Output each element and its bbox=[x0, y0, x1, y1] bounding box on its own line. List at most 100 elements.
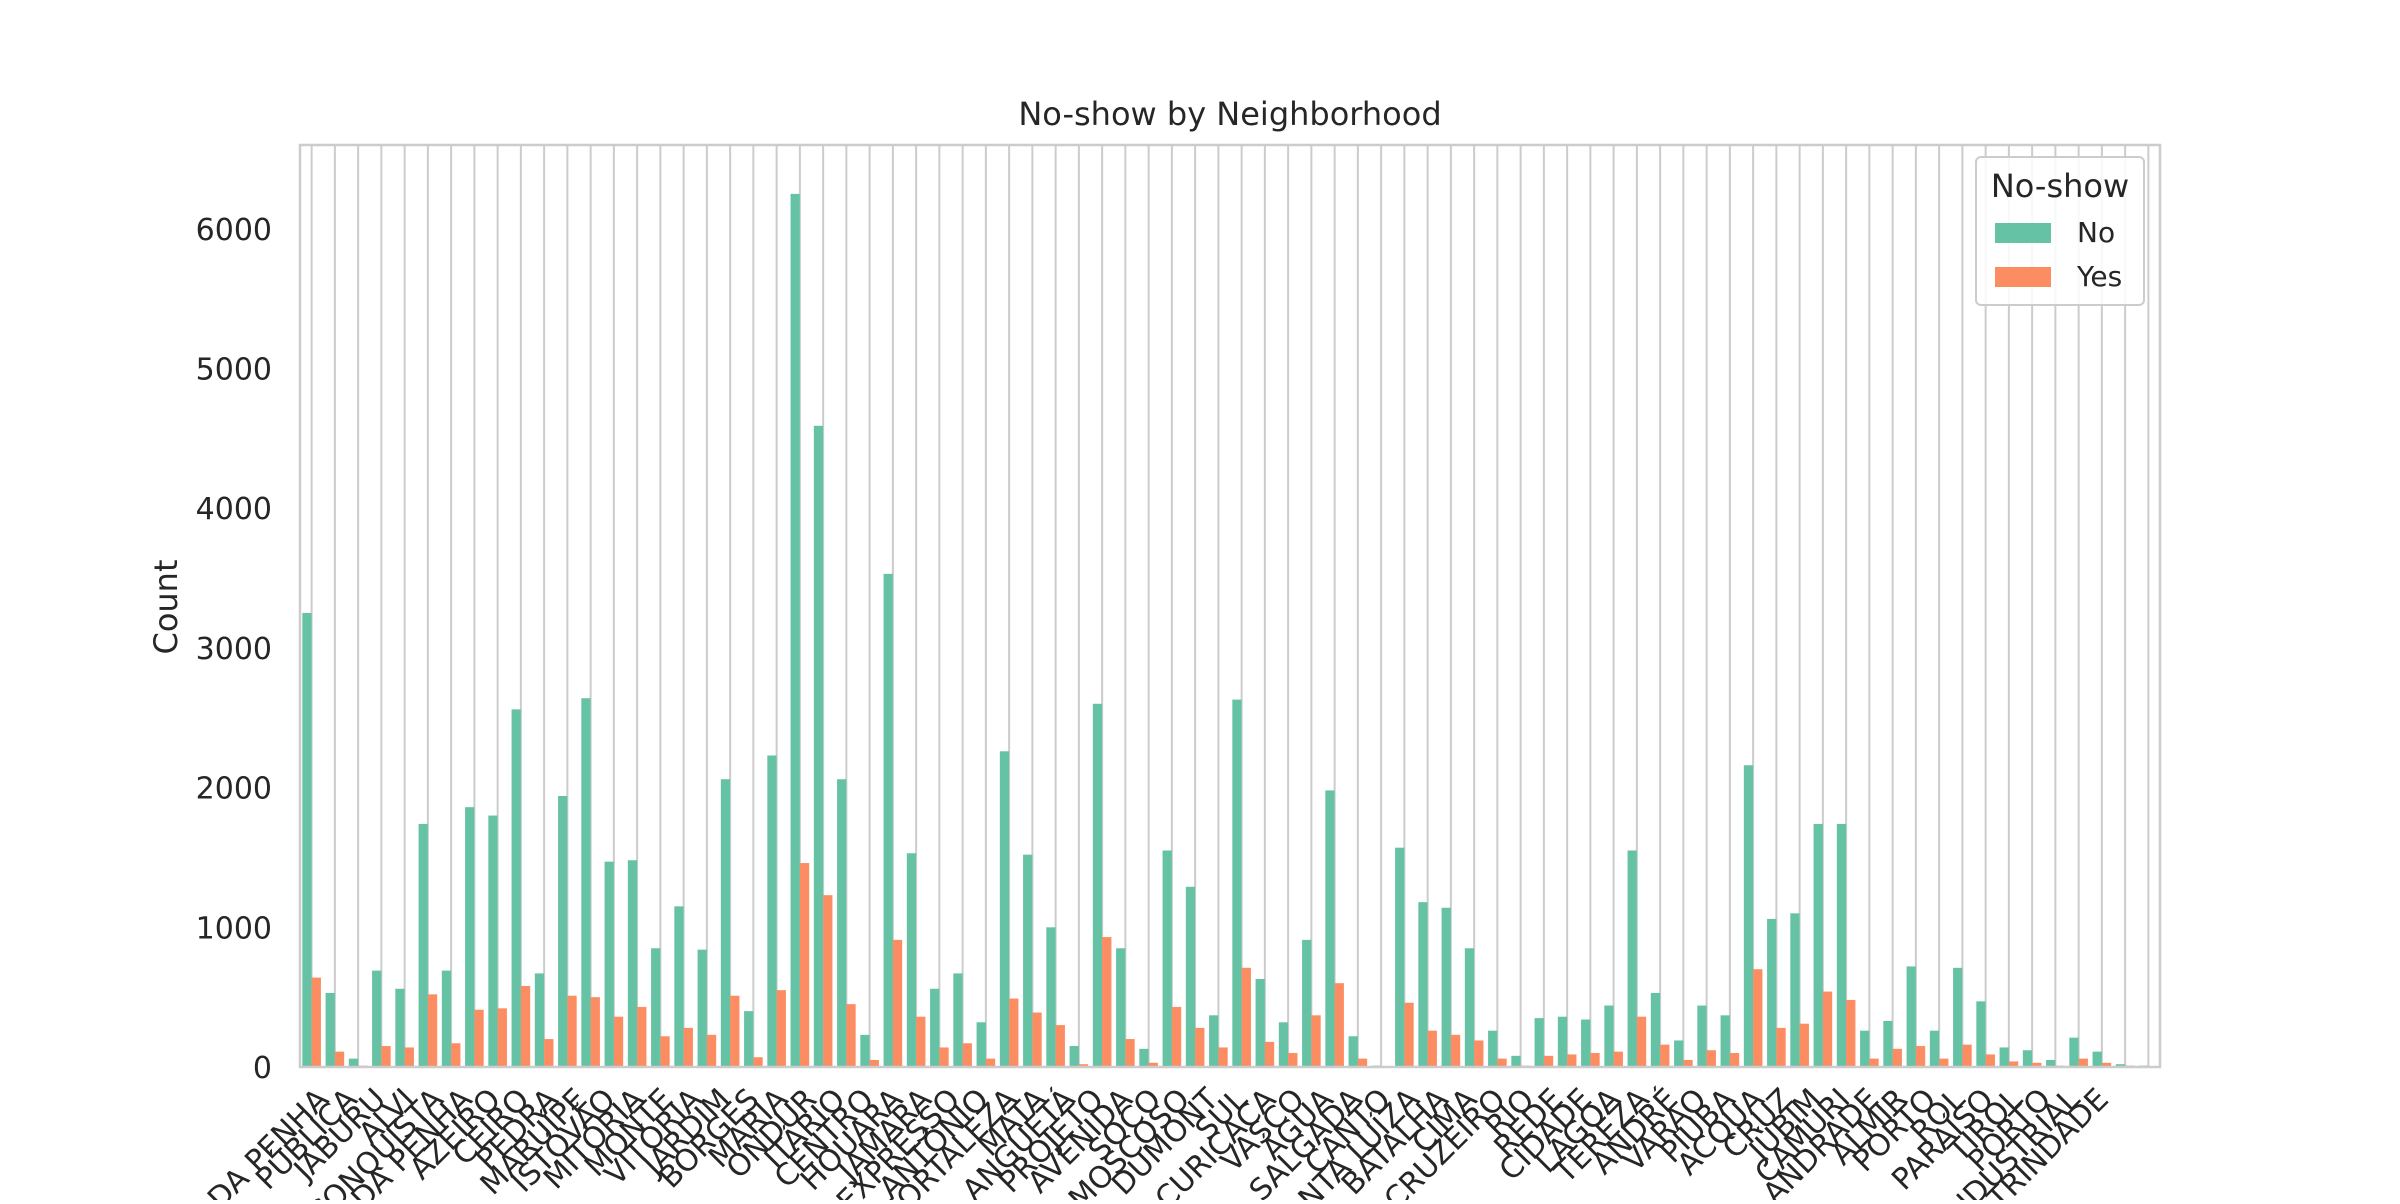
bar-no bbox=[395, 988, 405, 1067]
bar-no bbox=[697, 949, 707, 1067]
bar-yes bbox=[1125, 1039, 1135, 1067]
bar-yes bbox=[1776, 1027, 1786, 1067]
bar-yes bbox=[869, 1060, 879, 1067]
bar-no bbox=[1255, 978, 1265, 1067]
bar-no bbox=[1395, 847, 1405, 1067]
bar-no bbox=[906, 853, 917, 1067]
bar-no bbox=[2092, 1051, 2102, 1067]
bar-yes bbox=[567, 995, 577, 1067]
y-tick-label: 3000 bbox=[196, 632, 272, 667]
bar-yes bbox=[1148, 1062, 1158, 1067]
legend-swatch-yes bbox=[1995, 267, 2051, 287]
bar-yes bbox=[892, 939, 903, 1067]
bar-no bbox=[976, 1022, 986, 1067]
bar-no bbox=[1604, 1005, 1614, 1067]
bar-no bbox=[953, 973, 963, 1067]
bar-no bbox=[883, 573, 893, 1067]
bar-yes bbox=[1846, 999, 1856, 1067]
bar-no bbox=[790, 193, 800, 1068]
bar-yes bbox=[404, 1047, 414, 1067]
legend-title: No-show bbox=[1991, 167, 2129, 205]
bar-yes bbox=[916, 1016, 926, 1067]
bar-yes bbox=[1799, 1023, 1809, 1067]
bar-yes bbox=[1683, 1060, 1693, 1067]
bar-yes bbox=[1427, 1030, 1437, 1067]
bar-yes bbox=[1590, 1053, 1600, 1067]
bar-no bbox=[2069, 1037, 2079, 1067]
bar-yes bbox=[544, 1039, 554, 1067]
bar-yes bbox=[590, 997, 600, 1067]
bar-yes bbox=[1939, 1058, 1949, 1067]
bar-no bbox=[1209, 1015, 1219, 1067]
bar-yes bbox=[2032, 1062, 2042, 1067]
bar-yes bbox=[1404, 1002, 1414, 1067]
bar-no bbox=[1232, 699, 1242, 1067]
bar-no bbox=[1418, 902, 1428, 1067]
bar-no bbox=[930, 988, 940, 1067]
bar-no bbox=[511, 709, 521, 1067]
bar-yes bbox=[1218, 1047, 1228, 1067]
bar-yes bbox=[706, 1034, 717, 1067]
bar-yes bbox=[451, 1043, 461, 1067]
bar-no bbox=[465, 807, 475, 1067]
y-tick-label: 1000 bbox=[196, 911, 272, 946]
bar-no bbox=[837, 779, 847, 1067]
bar-no bbox=[627, 860, 638, 1067]
bar-no bbox=[1069, 1046, 1079, 1067]
bar-no bbox=[1302, 939, 1312, 1067]
bar-yes bbox=[1892, 1048, 1902, 1067]
bar-yes bbox=[962, 1043, 972, 1067]
bar-no bbox=[1627, 850, 1637, 1067]
bar-yes bbox=[1264, 1041, 1275, 1067]
bar-no bbox=[1464, 948, 1475, 1067]
bar-no bbox=[1046, 927, 1056, 1067]
bar-no bbox=[1441, 907, 1451, 1067]
bar-no bbox=[348, 1058, 359, 1067]
y-tick-label: 5000 bbox=[196, 353, 272, 388]
bar-yes bbox=[753, 1057, 763, 1067]
bar-yes bbox=[497, 1008, 507, 1067]
bar-yes bbox=[637, 1006, 647, 1067]
bar-no bbox=[674, 906, 684, 1067]
bar-no bbox=[372, 970, 382, 1067]
bar-yes bbox=[1985, 1054, 1995, 1067]
plot-frame bbox=[298, 143, 2162, 1069]
bar-yes bbox=[683, 1027, 693, 1067]
bar-no bbox=[1488, 1030, 1498, 1067]
bar-no bbox=[1581, 1019, 1591, 1067]
bar-no bbox=[1116, 948, 1126, 1067]
bar-no bbox=[1883, 1020, 1893, 1067]
bar-yes bbox=[1660, 1044, 1670, 1067]
y-axis-ticks: 0 1000 2000 3000 4000 5000 6000 bbox=[196, 213, 272, 1086]
bar-no bbox=[604, 861, 614, 1067]
bar-no bbox=[1185, 886, 1196, 1067]
bar-no bbox=[488, 815, 498, 1067]
bar-yes bbox=[1032, 1012, 1042, 1067]
bar-no bbox=[651, 948, 661, 1067]
bar-no bbox=[1650, 992, 1661, 1067]
bar-no bbox=[1790, 913, 1800, 1067]
bar-yes bbox=[2101, 1062, 2112, 1067]
bar-yes bbox=[1636, 1016, 1647, 1067]
y-tick-label: 0 bbox=[253, 1051, 272, 1086]
bar-no bbox=[1092, 703, 1103, 1067]
bar-no bbox=[1348, 1036, 1358, 1067]
bar-yes bbox=[1613, 1051, 1623, 1067]
bar-yes bbox=[1055, 1025, 1065, 1067]
bar-yes bbox=[1915, 1046, 1926, 1067]
bar-no bbox=[767, 755, 777, 1067]
bar-no bbox=[1023, 854, 1033, 1067]
bar-no bbox=[1767, 918, 1777, 1067]
bar-no bbox=[860, 1034, 870, 1067]
y-axis-label: Count bbox=[147, 559, 185, 654]
bar-yes bbox=[985, 1058, 996, 1067]
bar-yes bbox=[1171, 1006, 1182, 1067]
bar-yes bbox=[2078, 1058, 2088, 1067]
bar-no bbox=[720, 779, 731, 1067]
bar-no bbox=[1534, 1018, 1544, 1067]
bar-yes bbox=[1543, 1055, 1554, 1067]
bar-yes bbox=[1195, 1027, 1205, 1067]
bar-no bbox=[1720, 1015, 1730, 1067]
